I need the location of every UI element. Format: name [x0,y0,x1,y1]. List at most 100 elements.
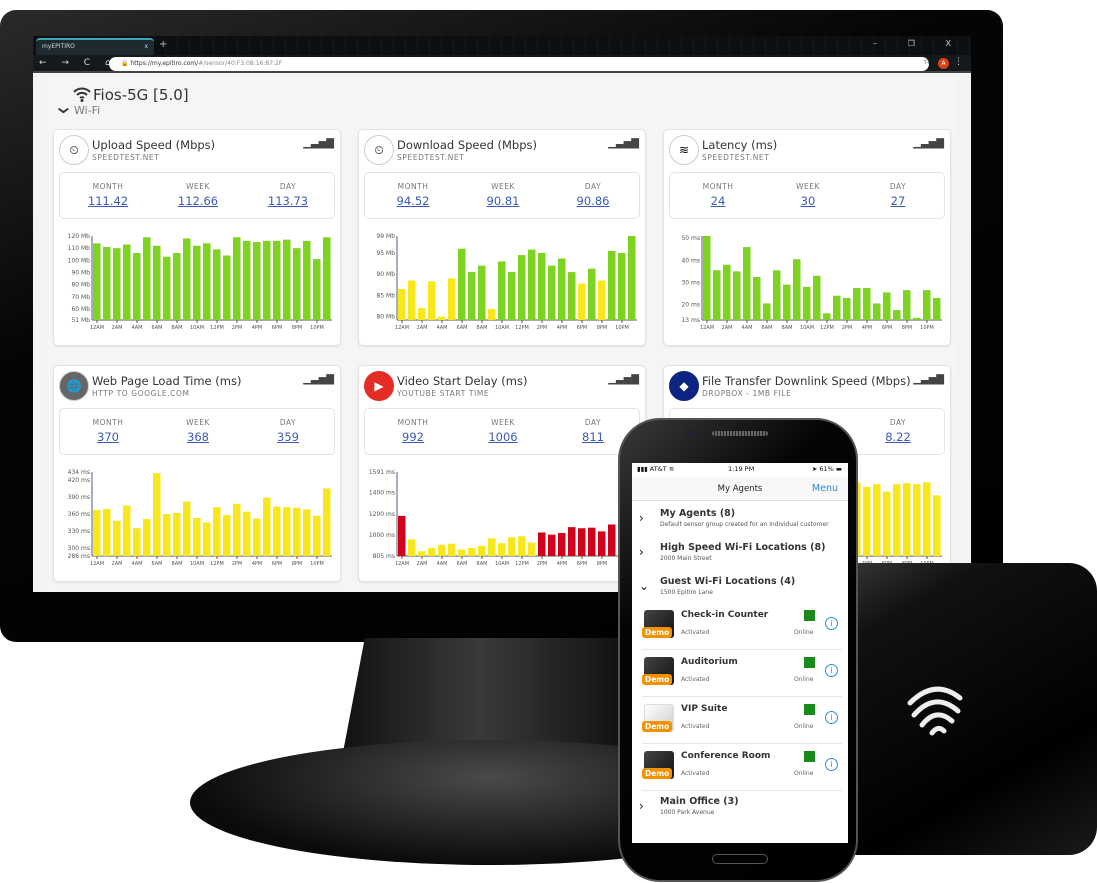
card-title: Web Page Load Time (ms) [92,374,242,388]
stat-day-value[interactable]: 8.22 [885,430,911,444]
tab-close-icon[interactable]: x [144,43,148,50]
card-subtitle: HTTP TO GOOGLE.COM [92,389,190,398]
x-tick-label: 8PM [597,325,608,331]
stat-week-value[interactable]: 90.81 [486,194,520,208]
x-tick-label: 4AM [132,561,143,567]
stat-week-value[interactable]: 1006 [488,430,518,444]
url-path: #/sensor/40:F3:08:16:87:2F [198,60,283,67]
stat-label: DAY [279,182,297,191]
chevron-right-icon[interactable]: › [639,799,644,813]
x-tick-label: 6AM [152,561,163,567]
stat-week-value[interactable]: 30 [800,194,816,208]
bar-chart-icon[interactable]: ▁▃▅▇ [608,138,639,149]
chart-bar [558,533,566,556]
stat-month: MONTH 111.42 [68,182,148,208]
stat-day-value[interactable]: 90.86 [576,194,610,208]
chart-bar [558,258,566,320]
chart-bar [903,290,911,320]
stat-day-value[interactable]: 359 [277,430,299,444]
bookmark-star-icon[interactable]: ☆ [922,57,931,67]
chart-bar [408,280,416,320]
chart-bar [528,249,536,320]
agent-row[interactable]: Demo VIP Suite Activated Online i [642,700,842,744]
nav-buttons[interactable]: ← → C ⌂ [39,58,117,68]
chart-bar [893,484,901,556]
agent-row[interactable]: Demo Conference Room Activated Online i [642,747,842,791]
chart-bar [223,255,231,320]
chart-bar [458,549,466,556]
chevron-down-icon[interactable]: ⌄ [639,579,650,593]
bar-chart: 80 Mb 85 Mb 90 Mb 95 Mb 99 Mb 12AM 2AM 4AM 6AM 8A… [376,233,637,331]
chart-bar [933,495,941,556]
stat-label: MONTH [397,182,429,191]
chevron-right-icon[interactable]: › [639,511,644,525]
sensor-group-row[interactable]: ⌄ Guest Wi-Fi Locations (4) 1500 Epitiro… [632,576,848,606]
stat-day: DAY 8.22 [858,418,938,444]
stat-month: MONTH 24 [678,182,758,208]
chart-bar [323,488,331,556]
chart-bar [618,252,626,320]
chart-bar [408,539,416,556]
stat-month-value[interactable]: 94.52 [396,194,430,208]
metric-card: ▶ Video Start Delay (ms) YOUTUBE START T… [358,365,646,582]
mobile-app-screen: ▮▮▮ AT&T ≋ 1:19 PM ➤ 61% ▬ My Agents Men… [632,463,848,843]
stat-month-value[interactable]: 111.42 [87,194,129,208]
x-tick-label: 10AM [495,325,509,331]
y-tick-label: 90 Mb [376,271,395,278]
chart-bar [598,531,606,556]
stat-day-value[interactable]: 113.73 [267,194,309,208]
y-tick-label: 95 Mb [376,250,395,257]
bar-chart-icon[interactable]: ▁▃▅▇ [913,374,944,385]
stat-day-value[interactable]: 811 [582,430,604,444]
chart-bar [468,272,476,320]
window-controls[interactable]: – ❐ X [873,39,965,48]
bar-chart-icon[interactable]: ▁▃▅▇ [608,374,639,385]
sensor-title: Fios-5G [5.0] [93,86,189,104]
info-icon[interactable]: i [825,617,838,630]
chart-bar [843,297,851,320]
dashboard: ⌄ Fios-5G [5.0] Wi-Fi ⏲ Upload Speed (Mb… [47,76,957,592]
chart-bar [508,272,516,320]
stat-week-value[interactable]: 368 [187,430,209,444]
chart-bar [123,505,131,556]
chart-bar [883,491,891,556]
new-tab-button[interactable]: + [159,39,168,50]
home-button[interactable] [712,854,768,864]
agent-row[interactable]: Demo Auditorium Activated Online i [642,653,842,697]
browser-tab[interactable]: myEPITIRO x [36,38,154,55]
chart-bar [488,308,496,320]
bar-chart-icon[interactable]: ▁▃▅▇ [303,138,334,149]
menu-kebab-icon[interactable]: ⋮ [954,57,963,67]
url-input[interactable]: 🔒 https://my.epitiro.com/#/sensor/40:F3:… [109,57,929,71]
chevron-right-icon[interactable]: › [639,545,644,559]
sensor-group-row[interactable]: › Main Office (3) 1000 Park Avenue [632,796,848,826]
stat-month-value[interactable]: 992 [402,430,424,444]
demo-badge: Demo [642,768,673,779]
chart-bar [578,283,586,320]
info-icon[interactable]: i [825,711,838,724]
agent-row[interactable]: Demo Check-in Counter Activated Online i [642,606,842,650]
stat-label: DAY [584,182,602,191]
x-tick-label: 6AM [457,325,468,331]
chart-bar [933,297,941,320]
chart-bar [428,281,436,320]
x-tick-label: 10PM [920,325,934,331]
x-tick-label: 2PM [842,325,853,331]
info-icon[interactable]: i [825,664,838,677]
bar-chart-icon[interactable]: ▁▃▅▇ [303,374,334,385]
stat-day-value[interactable]: 27 [890,194,906,208]
chart-bar [193,517,201,556]
stats-summary: MONTH 111.42 WEEK 112.66 DAY 113.73 [59,172,335,219]
profile-avatar[interactable]: A [938,58,949,69]
info-icon[interactable]: i [825,758,838,771]
bar-chart-icon[interactable]: ▁▃▅▇ [913,138,944,149]
collapse-chevron-icon[interactable]: ⌄ [52,94,75,118]
stat-week: WEEK 112.66 [158,182,238,208]
sensor-group-row[interactable]: › My Agents (8) Default sensor group cre… [632,508,848,538]
stat-month-value[interactable]: 24 [710,194,726,208]
bar-chart: 13 ms 20 ms 30 ms 40 ms 50 ms 12AM 2AM 4AM 6AM 8A… [681,235,942,331]
menu-button[interactable]: Menu [811,483,838,494]
stat-month-value[interactable]: 370 [97,430,119,444]
sensor-group-row[interactable]: › High Speed Wi-Fi Locations (8) 2000 Ma… [632,542,848,572]
stat-week-value[interactable]: 112.66 [177,194,219,208]
